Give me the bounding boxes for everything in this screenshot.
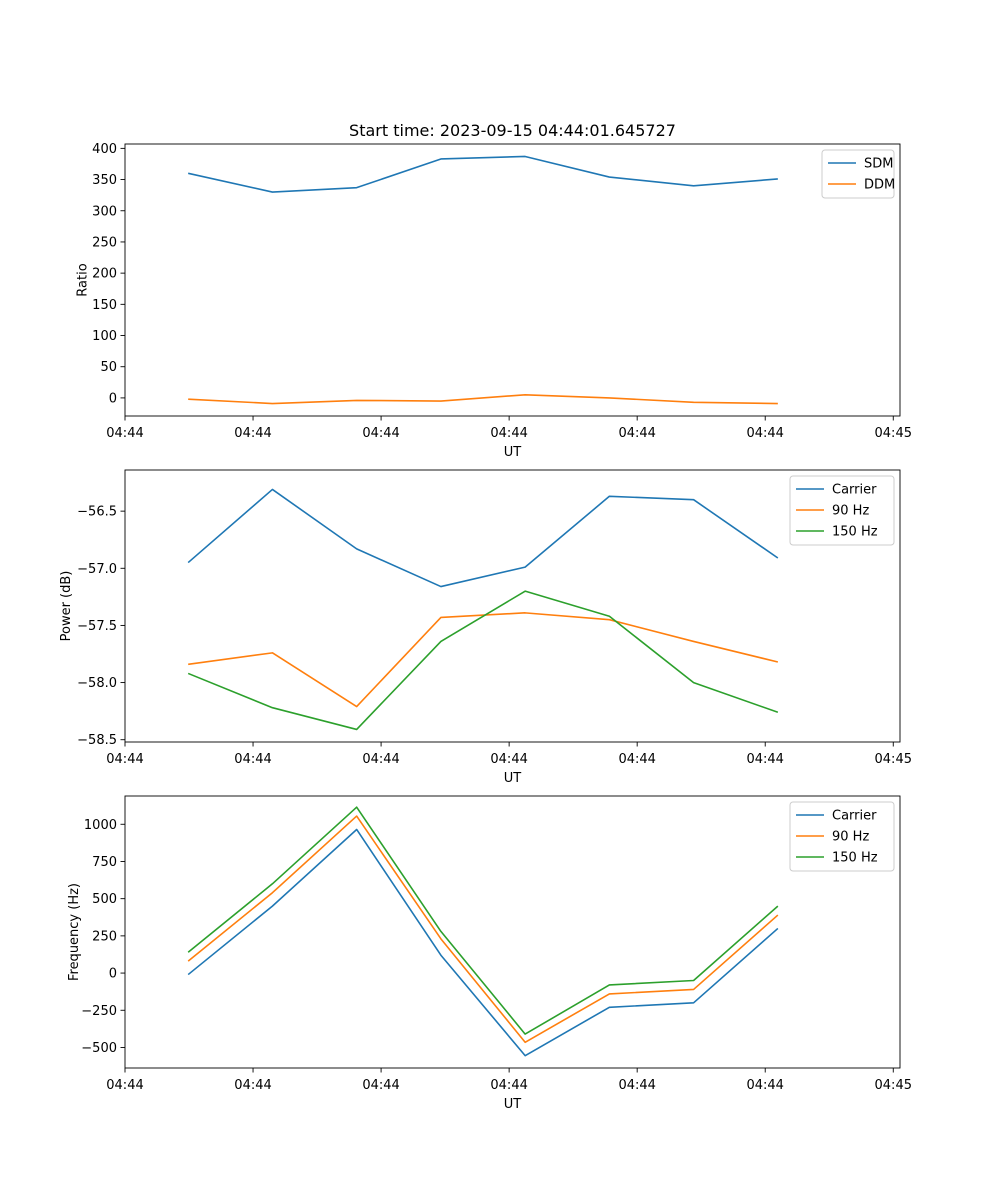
legend-label: 150 Hz [832,851,878,866]
x-tick-label: 04:44 [234,752,271,767]
y-tick-label: 500 [92,892,117,907]
series-line-90-hz [187,815,779,1044]
y-axis-label: Frequency (Hz) [67,883,82,981]
x-tick-label: 04:44 [362,1078,399,1093]
series-line-150-hz [187,806,779,1035]
x-tick-label: 04:44 [106,1078,143,1093]
y-tick-label: 150 [92,298,117,313]
y-tick-label: −57.5 [77,619,117,634]
y-tick-label: 200 [92,267,117,282]
x-tick-label: 04:44 [618,426,655,441]
y-tick-label: −500 [81,1041,117,1056]
legend-box [821,149,895,199]
y-tick-label: 0 [109,967,117,982]
legend-label: 90 Hz [832,830,869,845]
y-tick-label: −58.5 [77,733,117,748]
subplot-ratio: 04:44 04:44 04:44 04:44 04:44 04:44 04:45 0 50 10… [75,142,912,460]
y-tick-label: 1000 [84,818,117,833]
legend-box [789,475,895,546]
figure-title: Start time: 2023-09-15 04:44:01.645727 [349,121,676,140]
series-line-ddm [188,393,778,405]
x-tick-label: 04:45 [875,426,912,441]
y-tick-label: −57.0 [77,562,117,577]
legend-label: DDM [864,178,895,193]
legend-label: 90 Hz [832,504,869,519]
series-line-150-hz [187,590,779,731]
subplot-frequency: 04:44 04:44 04:44 04:44 04:44 04:44 04:45 −500 −… [67,795,912,1112]
y-tick-label: −58.0 [77,676,117,691]
x-axis-label: UT [504,1097,522,1112]
x-axis-label: UT [504,445,522,460]
series-line-90-hz [188,612,779,708]
y-tick-label: −250 [81,1004,117,1019]
legend-box [789,801,895,872]
axes-frame [124,143,901,417]
axes-frame [124,795,901,1069]
subplots: 04:44 04:44 04:44 04:44 04:44 04:44 04:45 0 50 10… [59,142,912,1112]
legend: Carrier 90 Hz 150 Hz [789,475,895,546]
x-tick-label: 04:44 [362,426,399,441]
series-line-carrier [187,488,779,588]
x-tick-label: 04:44 [618,1078,655,1093]
x-tick-label: 04:44 [746,752,783,767]
legend-label: SDM [864,157,893,172]
y-tick-label: 0 [109,391,117,406]
y-tick-label: 250 [92,235,117,250]
series-line-sdm [188,155,778,193]
x-axis-label: UT [504,771,522,786]
legend-label: Carrier [832,483,877,498]
y-tick-label: 400 [92,142,117,157]
x-tick-label: 04:44 [618,752,655,767]
series-line-carrier [187,828,779,1057]
x-tick-label: 04:44 [746,426,783,441]
x-tick-label: 04:45 [875,752,912,767]
legend-label: Carrier [832,809,877,824]
legend: SDM DDM [821,149,895,199]
legend-label: 150 Hz [832,525,878,540]
legend: Carrier 90 Hz 150 Hz [789,801,895,872]
x-tick-label: 04:44 [234,426,271,441]
axes-frame [124,469,901,743]
x-tick-label: 04:45 [875,1078,912,1093]
x-tick-label: 04:44 [490,1078,527,1093]
y-tick-label: 350 [92,173,117,188]
y-tick-label: −56.5 [77,505,117,520]
x-tick-label: 04:44 [490,426,527,441]
subplot-power: 04:44 04:44 04:44 04:44 04:44 04:44 04:45 −58.5… [59,469,912,786]
x-tick-label: 04:44 [234,1078,271,1093]
x-tick-label: 04:44 [106,426,143,441]
x-tick-label: 04:44 [746,1078,783,1093]
y-tick-label: 50 [100,360,117,375]
y-axis-label: Power (dB) [59,571,74,642]
y-tick-label: 250 [92,929,117,944]
y-axis-label: Ratio [75,263,90,296]
x-tick-label: 04:44 [362,752,399,767]
y-tick-label: 750 [92,855,117,870]
y-tick-label: 100 [92,329,117,344]
x-tick-label: 04:44 [106,752,143,767]
x-tick-label: 04:44 [490,752,527,767]
y-tick-label: 300 [92,204,117,219]
